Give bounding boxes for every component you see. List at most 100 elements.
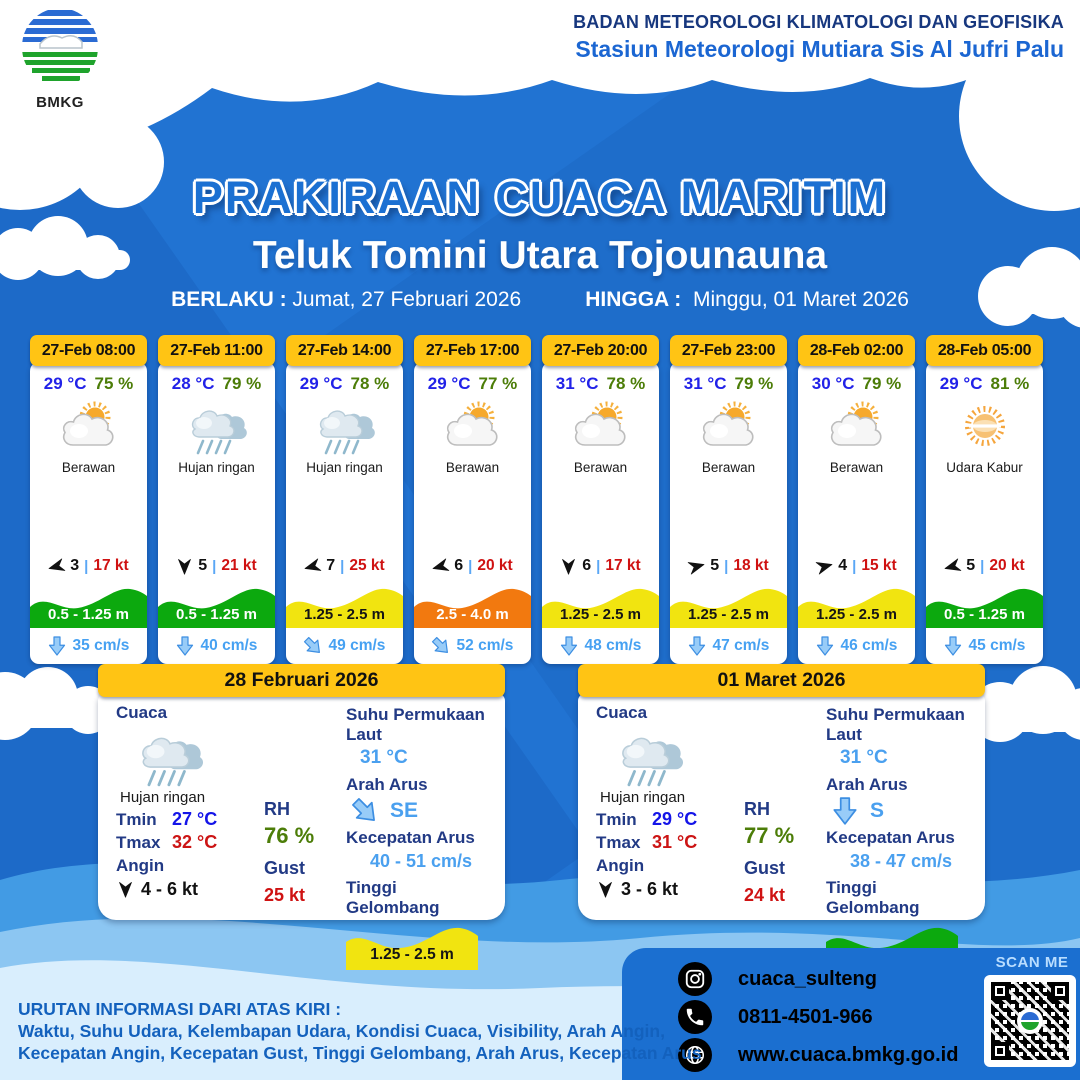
wave-height-band: 1.25 - 2.5 m	[670, 581, 787, 628]
instagram-icon	[678, 962, 712, 996]
current-speed: 47 cm/s	[712, 637, 770, 654]
wave-height-band: 2.5 - 4.0 m	[414, 581, 531, 628]
gust-value: 24 kt	[744, 885, 786, 905]
wave-height-label: Tinggi Gelombang	[826, 878, 920, 917]
wave-height-band: 0.5 - 1.25 m	[158, 581, 275, 628]
wave-height-band: 1.25 - 2.5 m	[798, 581, 915, 628]
weather-condition: Berawan	[701, 460, 756, 475]
current-direction-label: Arah Arus	[346, 775, 428, 794]
wind-direction-icon	[302, 556, 323, 577]
air-temperature: 28 °C	[171, 374, 215, 393]
hourly-forecast-card: 27-Feb 17:00 29 °C 77 % Berawan 6 | 20 k…	[414, 335, 531, 664]
humidity: 77 %	[478, 374, 518, 393]
qr-code[interactable]	[984, 975, 1076, 1067]
visibility-value: 6	[454, 557, 464, 574]
sst-label: Suhu Permukaan Laut	[826, 705, 965, 744]
current-direction-icon	[298, 632, 326, 660]
instagram-handle[interactable]: cuaca_sulteng	[738, 967, 877, 990]
weather-icon	[822, 398, 892, 456]
current-row: 40 cm/s	[176, 628, 257, 664]
daily-forecast-card: 28 Februari 2026 Cuaca Hujan ringan Tmin…	[98, 664, 505, 970]
separator: |	[724, 557, 729, 575]
current-speed: 49 cm/s	[328, 637, 386, 654]
wind-speed: 18 kt	[733, 557, 769, 574]
berlaku-value: Jumat, 27 Februari 2026	[292, 288, 522, 311]
hingga-label: HINGGA :	[585, 288, 682, 311]
hourly-forecast-row: 27-Feb 08:00 29 °C 75 % Berawan 3 | 17 k…	[30, 335, 1043, 664]
angin-label: Angin	[116, 856, 165, 875]
validity-period: BERLAKU : Jumat, 27 Februari 2026 HINGGA…	[0, 288, 1080, 312]
info-legend-line1: Waktu, Suhu Udara, Kelembapan Udara, Kon…	[18, 1021, 665, 1042]
cuaca-label: Cuaca	[116, 703, 168, 722]
humidity: 78 %	[350, 374, 390, 393]
current-row: 46 cm/s	[816, 628, 897, 664]
weather-icon	[438, 398, 508, 456]
tmax-label: Tmax	[116, 833, 161, 852]
forecast-time: 27-Feb 20:00	[542, 335, 659, 366]
current-direction-icon	[426, 632, 454, 660]
wind-range: 4 - 6 kt	[141, 879, 199, 899]
forecast-time: 27-Feb 08:00	[30, 335, 147, 366]
visibility-value: 6	[582, 557, 592, 574]
current-direction-icon	[944, 635, 962, 657]
website-url[interactable]: www.cuaca.bmkg.go.id	[738, 1043, 959, 1066]
instagram-row[interactable]: cuaca_sulteng	[678, 962, 958, 996]
tmin-label: Tmin	[596, 810, 637, 829]
wave-height: 1.25 - 2.5 m	[816, 606, 897, 623]
humidity: 79 %	[862, 374, 902, 393]
current-direction-icon	[560, 635, 578, 657]
info-legend: URUTAN INFORMASI DARI ATAS KIRI : Waktu,…	[18, 998, 702, 1065]
forecast-time: 27-Feb 14:00	[286, 335, 403, 366]
current-row: 52 cm/s	[431, 628, 513, 664]
rh-label: RH	[264, 799, 290, 819]
wave-height: 0.5 - 1.25 m	[176, 606, 257, 623]
current-speed: 45 cm/s	[968, 637, 1026, 654]
current-direction-icon	[176, 635, 194, 657]
air-temperature: 29 °C	[939, 374, 983, 393]
weather-icon	[130, 725, 214, 787]
forecast-date: 28 Februari 2026	[98, 664, 505, 697]
wind-row: 4 | 15 kt	[816, 557, 897, 575]
wind-speed: 20 kt	[477, 557, 513, 574]
current-direction-icon	[48, 635, 66, 657]
current-direction-label: Arah Arus	[826, 775, 908, 794]
weather-icon	[182, 398, 252, 456]
humidity: 81 %	[990, 374, 1030, 393]
weather-condition: Berawan	[573, 460, 628, 475]
visibility-value: 5	[966, 557, 976, 574]
separator: |	[84, 557, 89, 575]
current-speed-value: 38 - 47 cm/s	[850, 851, 953, 871]
phone-row[interactable]: 0811-4501-966	[678, 1000, 958, 1034]
phone-number[interactable]: 0811-4501-966	[738, 1005, 873, 1028]
rh-value: 76 %	[264, 823, 315, 848]
weather-icon	[54, 398, 124, 456]
tmax-value: 31 °C	[652, 832, 698, 852]
cuaca-label: Cuaca	[596, 703, 648, 722]
hingga-value: Minggu, 01 Maret 2026	[692, 288, 909, 311]
humidity: 75 %	[94, 374, 134, 393]
current-direction-icon	[688, 635, 706, 657]
humidity: 78 %	[606, 374, 646, 393]
wave-height: 0.5 - 1.25 m	[944, 606, 1025, 623]
current-direction-value: SE	[390, 799, 419, 822]
air-temperature: 31 °C	[683, 374, 727, 393]
current-row: 45 cm/s	[944, 628, 1026, 664]
wind-range: 3 - 6 kt	[621, 879, 679, 899]
wind-row: 6 | 20 kt	[432, 557, 513, 575]
daily-forecast-card: 01 Maret 2026 Cuaca Hujan ringan Tmin 29…	[578, 664, 985, 970]
hourly-forecast-card: 27-Feb 08:00 29 °C 75 % Berawan 3 | 17 k…	[30, 335, 147, 664]
current-row: 48 cm/s	[560, 628, 641, 664]
weather-condition: Hujan ringan	[120, 789, 206, 806]
wind-direction-icon	[942, 556, 963, 577]
website-row[interactable]: www.cuaca.bmkg.go.id	[678, 1038, 959, 1072]
wave-height-band: 0.5 - 1.25 m	[30, 581, 147, 628]
weather-icon	[694, 398, 764, 456]
wind-speed: 17 kt	[93, 557, 129, 574]
wind-direction-icon	[116, 881, 134, 899]
forecast-time: 27-Feb 17:00	[414, 335, 531, 366]
humidity: 79 %	[734, 374, 774, 393]
berlaku-label: BERLAKU :	[171, 288, 287, 311]
tmin-value: 27 °C	[172, 809, 218, 829]
sst-value: 31 °C	[840, 747, 888, 768]
tmin-value: 29 °C	[652, 809, 698, 829]
